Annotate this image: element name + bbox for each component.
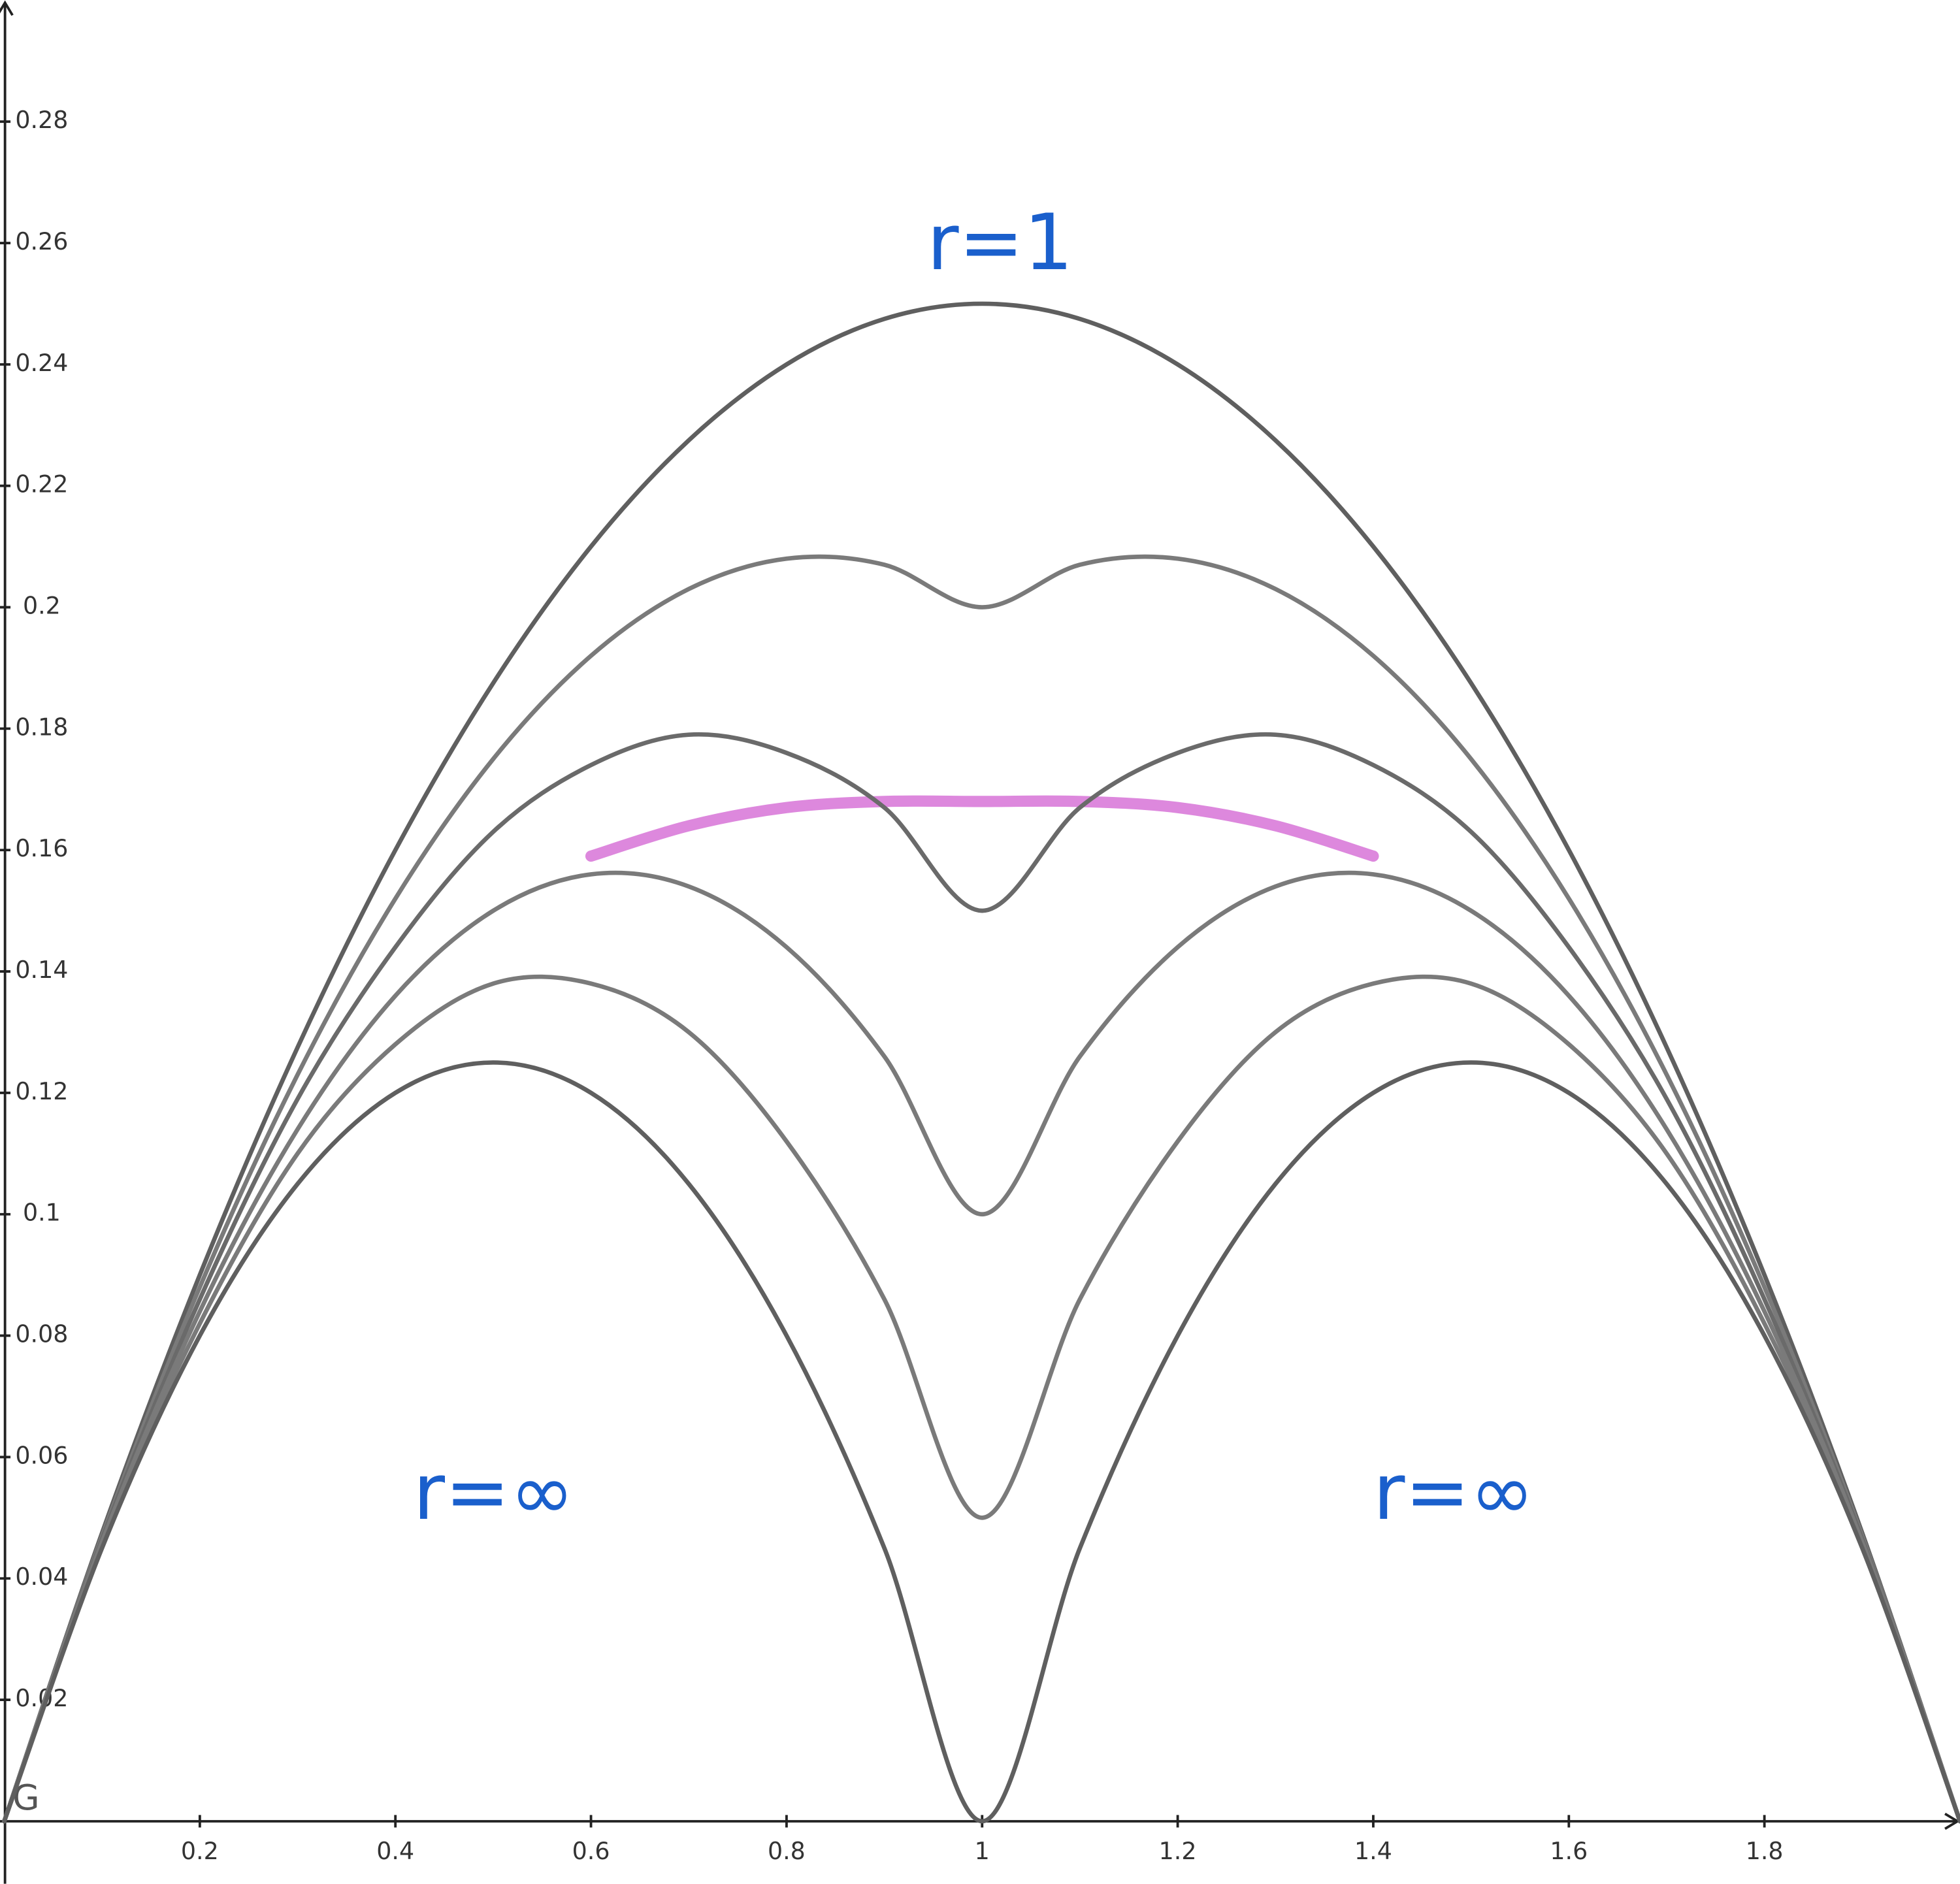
annotation: r=∞ [413, 1447, 574, 1537]
x-tick-label: 0.2 [181, 1837, 219, 1865]
annotation: r=∞ [1373, 1447, 1535, 1537]
curve [2, 554, 1960, 1824]
curve [2, 301, 1960, 1824]
curve [2, 870, 1960, 1824]
curve [2, 1060, 1960, 1824]
curve [2, 974, 1960, 1824]
x-tick-label: 1.4 [1354, 1837, 1392, 1865]
y-tick-label: 0.12 [15, 1077, 68, 1105]
y-tick-label: 0.28 [15, 106, 68, 134]
y-tick-label: 0.26 [15, 227, 68, 255]
x-tick-label: 0.6 [572, 1837, 610, 1865]
x-tick-label: 0.4 [376, 1837, 414, 1865]
y-tick-label: 0.04 [15, 1563, 68, 1591]
y-tick-label: 0.1 [23, 1199, 61, 1227]
x-tick-label: 1.2 [1159, 1837, 1197, 1865]
y-tick-label: 0.16 [15, 834, 68, 862]
x-tick-label: 0.8 [768, 1837, 806, 1865]
y-axis-arrow [0, 0, 14, 16]
y-tick-label: 0.22 [15, 470, 68, 498]
annotation: r=1 [927, 197, 1073, 287]
y-tick-label: 0.2 [23, 592, 61, 620]
x-axis-arrow [1944, 1812, 1960, 1830]
x-tick-label: 1 [975, 1837, 990, 1865]
y-tick-label: 0.14 [15, 956, 68, 984]
y-tick-label: 0.06 [15, 1441, 68, 1469]
x-tick-label: 1.8 [1746, 1837, 1784, 1865]
curve [585, 795, 1379, 862]
x-tick-label: 1.6 [1550, 1837, 1588, 1865]
y-tick-label: 0.18 [15, 713, 68, 741]
y-tick-label: 0.08 [15, 1320, 68, 1348]
y-tick-label: 0.24 [15, 349, 68, 377]
curve [2, 732, 1960, 1824]
